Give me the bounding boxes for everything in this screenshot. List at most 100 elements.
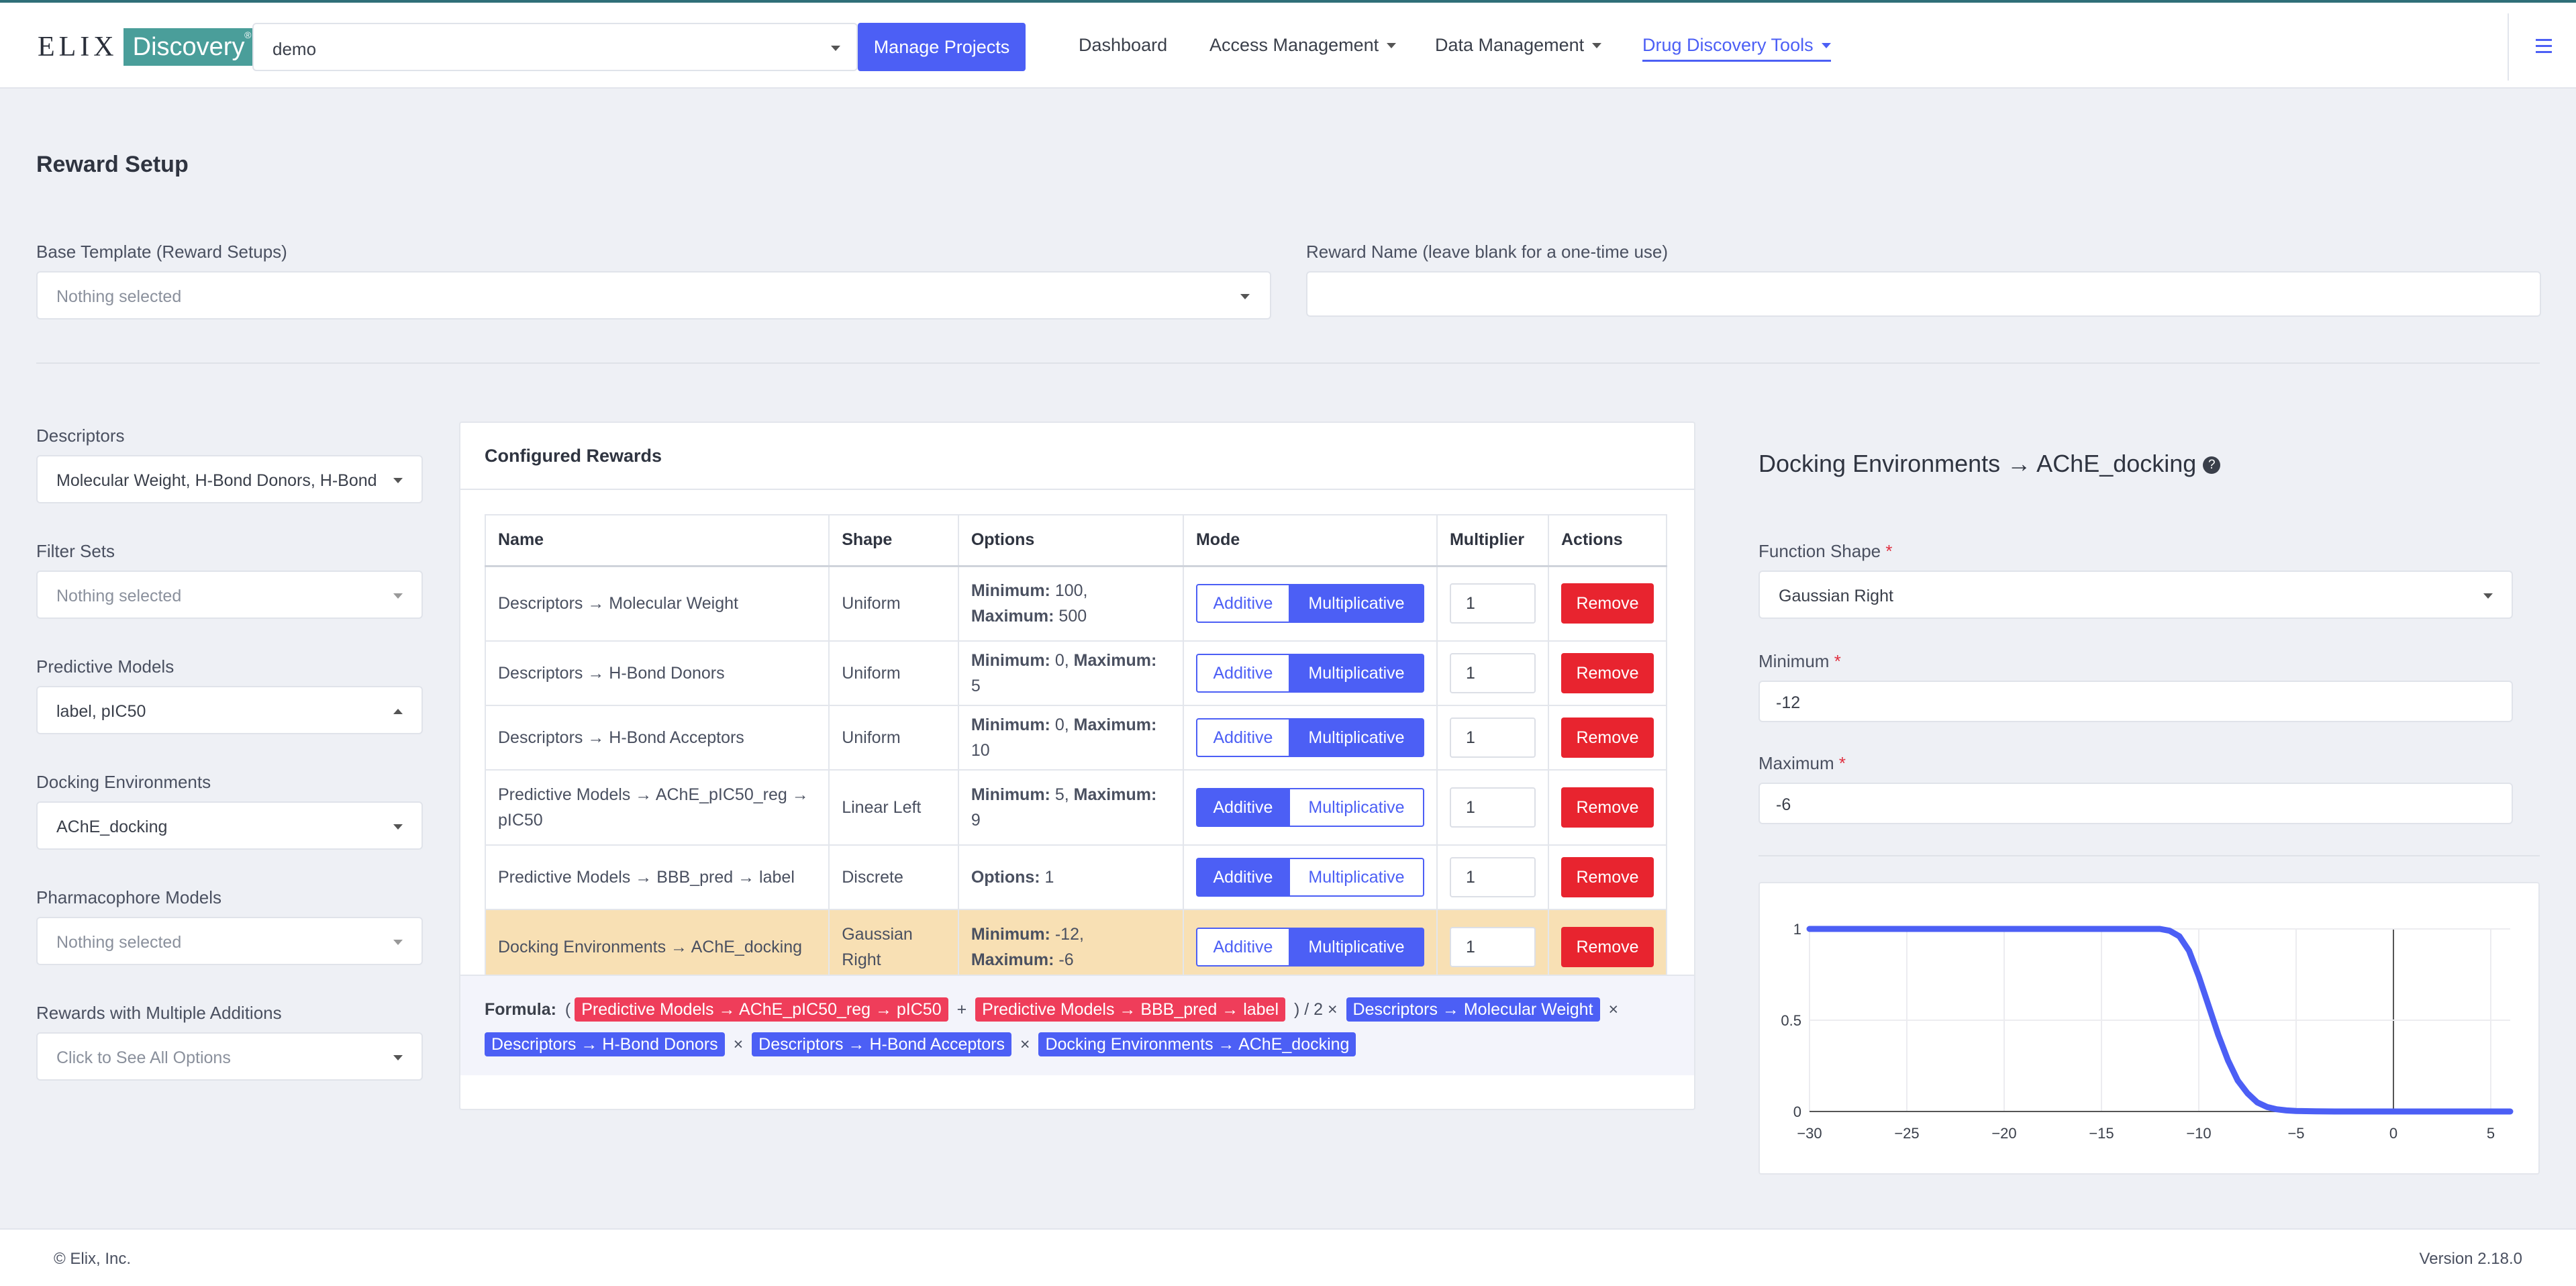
x-tick-label: −20 [1991, 1125, 2016, 1142]
multiplicative-toggle[interactable]: Multiplicative [1289, 928, 1424, 967]
function-shape-value: Gaussian Right [1779, 587, 1893, 605]
maximum-input[interactable]: -6 [1758, 783, 2513, 824]
reward-options-cell: Minimum: -12, Maximum: -6 [957, 909, 1184, 985]
hamburger-menu-icon[interactable] [2536, 39, 2552, 54]
reward-multiplier-cell: 1 [1436, 909, 1550, 985]
multiplier-input[interactable]: 1 [1449, 718, 1536, 758]
logo-badge: Discovery ® [123, 28, 254, 66]
caret-down-icon [393, 593, 403, 599]
docking-environments-value: AChE_docking [56, 818, 168, 836]
caret-down-icon [393, 824, 403, 830]
multiplicative-toggle[interactable]: Multiplicative [1289, 718, 1424, 757]
multiplier-input[interactable]: 1 [1449, 857, 1536, 897]
logo-text: ELIX [38, 32, 118, 62]
caret-down-icon [1592, 42, 1602, 48]
reward-name-cell: Docking Environments → AChE_docking [484, 909, 830, 985]
multiplicative-toggle[interactable]: Multiplicative [1289, 858, 1424, 897]
remove-button[interactable]: Remove [1561, 653, 1654, 693]
y-tick-label: 1 [1793, 921, 1801, 938]
x-tick-label: 5 [2487, 1125, 2495, 1142]
multiplier-input[interactable]: 1 [1449, 787, 1536, 828]
additive-toggle[interactable]: Additive [1195, 858, 1290, 897]
manage-projects-button[interactable]: Manage Projects [858, 23, 1026, 71]
reward-options-cell: Minimum: 0, Maximum: 10 [957, 705, 1184, 771]
caret-down-icon [2483, 593, 2493, 599]
reward-mode-cell: Additive Multiplicative [1182, 909, 1438, 985]
reward-multiplier-cell: 1 [1436, 640, 1550, 706]
formula-bar: Formula: (Predictive Models → AChE_pIC50… [460, 975, 1694, 1075]
pharmacophore-models-select[interactable]: Nothing selected [36, 917, 423, 965]
multiplicative-toggle[interactable]: Multiplicative [1289, 788, 1424, 827]
footer: © Elix, Inc. Version 2.18.0 [0, 1228, 2576, 1286]
base-template-placeholder: Nothing selected [56, 287, 182, 306]
reward-options-cell: Options: 1 [957, 844, 1184, 910]
formula-times: × [1020, 1035, 1030, 1054]
help-icon[interactable]: ? [2203, 456, 2221, 475]
minimum-label: Minimum * [1758, 651, 1841, 671]
column-header-name: Name [484, 514, 830, 567]
filter-sets-select[interactable]: Nothing selected [36, 571, 423, 619]
minimum-input[interactable]: -12 [1758, 681, 2513, 722]
additive-toggle[interactable]: Additive [1195, 928, 1290, 967]
reward-actions-cell: Remove [1548, 705, 1667, 771]
reward-multiplier-cell: 1 [1436, 844, 1550, 910]
descriptors-label: Descriptors [36, 426, 125, 446]
reward-actions-cell: Remove [1548, 909, 1667, 985]
multiplier-input[interactable]: 1 [1449, 927, 1536, 967]
additive-toggle[interactable]: Additive [1195, 654, 1290, 693]
project-select[interactable]: demo [252, 23, 858, 71]
configured-rewards-title: Configured Rewards [485, 446, 662, 466]
nav-data-management[interactable]: Data Management [1435, 35, 1602, 56]
caret-up-icon [393, 709, 403, 714]
nav-access-management[interactable]: Access Management [1209, 35, 1397, 56]
pharmacophore-models-placeholder: Nothing selected [56, 933, 182, 952]
table-row: Descriptors → Molecular Weight Uniform Min… [484, 565, 1667, 642]
multi-additions-select[interactable]: Click to See All Options [36, 1032, 423, 1081]
reward-mode-cell: Additive Multiplicative [1182, 769, 1438, 846]
reward-shape-cell: Linear Left [828, 769, 959, 846]
navbar: ELIX Discovery ® demo Manage Projects Das… [0, 3, 2576, 89]
multiplier-input[interactable]: 1 [1449, 653, 1536, 693]
x-tick-label: −30 [1797, 1125, 1822, 1142]
minimum-value: -12 [1776, 693, 1801, 712]
predictive-models-select[interactable]: label, pIC50 [36, 686, 423, 734]
nav-drug-discovery-tools[interactable]: Drug Discovery Tools [1642, 35, 1831, 62]
multiplicative-toggle[interactable]: Multiplicative [1289, 654, 1424, 693]
base-template-select[interactable]: Nothing selected [36, 271, 1271, 319]
remove-button[interactable]: Remove [1561, 787, 1654, 828]
formula-tag-multiplicative: Descriptors → H-Bond Donors [485, 1032, 725, 1056]
remove-button[interactable]: Remove [1561, 857, 1654, 897]
navbar-divider [2508, 13, 2509, 81]
descriptors-select[interactable]: Molecular Weight, H-Bond Donors, H-Bond [36, 455, 423, 503]
reward-shape-cell: Uniform [828, 640, 959, 706]
reward-mode-cell: Additive Multiplicative [1182, 844, 1438, 910]
elix-discovery-logo[interactable]: ELIX Discovery ® [38, 28, 254, 66]
x-tick-label: −5 [2287, 1125, 2304, 1142]
caret-down-icon [393, 1055, 403, 1060]
reward-shape-cell: Uniform [828, 565, 959, 642]
reward-multiplier-cell: 1 [1436, 565, 1550, 642]
additive-toggle[interactable]: Additive [1195, 718, 1290, 757]
footer-copyright: © Elix, Inc. [54, 1250, 132, 1268]
nav-dashboard[interactable]: Dashboard [1079, 35, 1168, 55]
function-shape-select[interactable]: Gaussian Right [1758, 571, 2513, 619]
remove-button[interactable]: Remove [1561, 718, 1654, 758]
reward-name-input[interactable] [1306, 271, 2541, 317]
formula-times: × [733, 1035, 744, 1054]
caret-down-icon [831, 46, 840, 51]
footer-version: Version 2.18.0 [2419, 1250, 2522, 1268]
configured-rewards-card: Configured Rewards Name Shape Options Mo… [459, 422, 1695, 1110]
remove-button[interactable]: Remove [1561, 927, 1654, 967]
reward-name-cell: Predictive Models → AChE_pIC50_reg → pIC… [484, 769, 830, 846]
caret-down-icon [1240, 294, 1250, 299]
docking-environments-select[interactable]: AChE_docking [36, 801, 423, 850]
additive-toggle[interactable]: Additive [1195, 584, 1290, 624]
additive-toggle[interactable]: Additive [1195, 788, 1290, 827]
multiplicative-toggle[interactable]: Multiplicative [1289, 584, 1424, 624]
formula-plus: + [956, 1000, 967, 1019]
multiplier-input[interactable]: 1 [1449, 583, 1536, 624]
reward-multiplier-cell: 1 [1436, 769, 1550, 846]
reward-actions-cell: Remove [1548, 844, 1667, 910]
remove-button[interactable]: Remove [1561, 583, 1654, 624]
caret-down-icon [1821, 42, 1831, 48]
